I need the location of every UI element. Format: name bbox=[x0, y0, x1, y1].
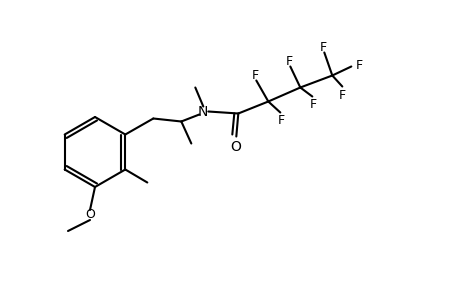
Text: O: O bbox=[230, 140, 240, 154]
Text: F: F bbox=[309, 98, 316, 111]
Text: F: F bbox=[355, 59, 362, 72]
Text: F: F bbox=[319, 41, 326, 54]
Text: F: F bbox=[285, 55, 292, 68]
Text: F: F bbox=[251, 69, 258, 82]
Text: F: F bbox=[277, 114, 284, 127]
Text: N: N bbox=[198, 104, 208, 118]
Text: O: O bbox=[85, 208, 95, 221]
Text: F: F bbox=[338, 89, 345, 102]
